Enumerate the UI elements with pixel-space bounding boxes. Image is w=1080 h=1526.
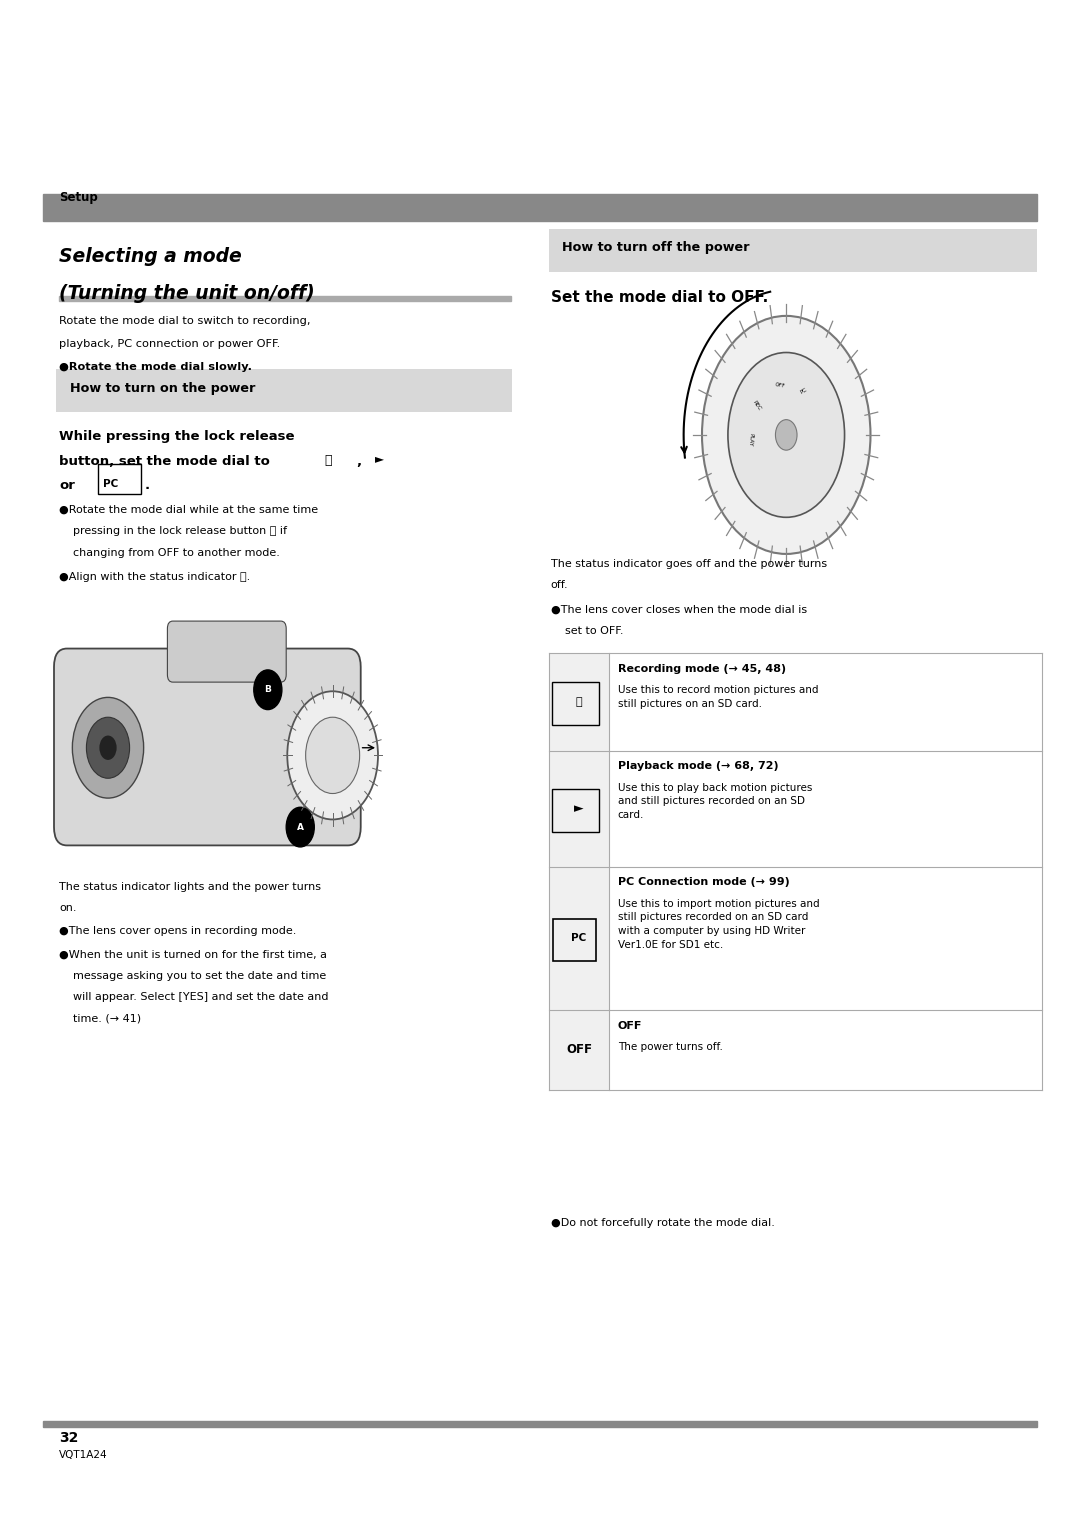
Text: Recording mode (→ 45, 48): Recording mode (→ 45, 48): [618, 664, 786, 674]
Text: (Turning the unit on/off): (Turning the unit on/off): [59, 284, 315, 302]
Text: How to turn off the power: How to turn off the power: [562, 241, 750, 255]
Text: Set the mode dial to OFF.: Set the mode dial to OFF.: [551, 290, 768, 305]
Text: or: or: [59, 479, 76, 493]
Text: Use this to import motion pictures and
still pictures recorded on an SD card
wit: Use this to import motion pictures and s…: [618, 899, 820, 949]
Text: How to turn on the power: How to turn on the power: [70, 382, 256, 395]
Circle shape: [728, 353, 845, 517]
Text: OFF: OFF: [618, 1021, 643, 1032]
Text: 32: 32: [59, 1431, 79, 1445]
Text: Selecting a mode: Selecting a mode: [59, 247, 242, 266]
Text: ●Align with the status indicator Ⓑ.: ●Align with the status indicator Ⓑ.: [59, 572, 251, 583]
Text: will appear. Select [YES] and set the date and: will appear. Select [YES] and set the da…: [73, 992, 329, 1003]
Text: ●The lens cover closes when the mode dial is: ●The lens cover closes when the mode dia…: [551, 604, 807, 615]
Text: OFF: OFF: [774, 382, 785, 389]
Text: While pressing the lock release: While pressing the lock release: [59, 430, 295, 444]
Text: The status indicator goes off and the power turns: The status indicator goes off and the po…: [551, 559, 827, 569]
Text: playback, PC connection or power OFF.: playback, PC connection or power OFF.: [59, 339, 281, 349]
Text: OFF: OFF: [566, 1044, 592, 1056]
Circle shape: [254, 670, 282, 710]
Text: PC Connection mode (→ 99): PC Connection mode (→ 99): [618, 877, 789, 888]
Circle shape: [702, 316, 870, 554]
FancyBboxPatch shape: [549, 229, 1037, 272]
Text: .: .: [145, 479, 150, 493]
Text: PC: PC: [800, 388, 808, 395]
Text: ●Rotate the mode dial while at the same time: ●Rotate the mode dial while at the same …: [59, 505, 319, 516]
Circle shape: [286, 807, 314, 847]
Bar: [43, 194, 1037, 221]
Text: time. (→ 41): time. (→ 41): [73, 1013, 141, 1024]
Text: VQT1A24: VQT1A24: [59, 1450, 108, 1460]
Bar: [43, 1421, 1037, 1427]
Text: ,: ,: [356, 455, 362, 468]
Circle shape: [86, 717, 130, 778]
Text: off.: off.: [551, 580, 568, 591]
Text: 🎥: 🎥: [576, 697, 582, 707]
FancyBboxPatch shape: [54, 649, 361, 845]
FancyBboxPatch shape: [167, 621, 286, 682]
Text: PC: PC: [103, 479, 118, 490]
Circle shape: [775, 420, 797, 450]
Text: Playback mode (→ 68, 72): Playback mode (→ 68, 72): [618, 761, 779, 772]
Text: PLAY: PLAY: [747, 432, 754, 446]
Text: Setup: Setup: [59, 191, 98, 204]
Text: ►: ►: [375, 452, 383, 465]
Text: button, set the mode dial to: button, set the mode dial to: [59, 455, 270, 468]
Text: Use this to play back motion pictures
and still pictures recorded on an SD
card.: Use this to play back motion pictures an…: [618, 783, 812, 819]
Text: on.: on.: [59, 903, 77, 914]
Text: ●Do not forcefully rotate the mode dial.: ●Do not forcefully rotate the mode dial.: [551, 1218, 774, 1228]
Text: REC: REC: [752, 400, 762, 412]
Text: B: B: [265, 685, 271, 694]
Text: The power turns off.: The power turns off.: [618, 1042, 723, 1053]
Text: ►: ►: [575, 803, 583, 815]
Bar: [549, 1010, 609, 1090]
Circle shape: [306, 717, 360, 794]
Text: changing from OFF to another mode.: changing from OFF to another mode.: [73, 548, 281, 559]
Bar: [549, 653, 609, 751]
Text: ●Rotate the mode dial slowly.: ●Rotate the mode dial slowly.: [59, 362, 253, 372]
Bar: [549, 751, 609, 867]
Text: ●When the unit is turned on for the first time, a: ●When the unit is turned on for the firs…: [59, 949, 327, 960]
Text: Rotate the mode dial to switch to recording,: Rotate the mode dial to switch to record…: [59, 316, 311, 327]
Bar: [549, 867, 609, 1010]
Text: The status indicator lights and the power turns: The status indicator lights and the powe…: [59, 882, 322, 893]
Text: set to OFF.: set to OFF.: [565, 626, 623, 636]
Text: A: A: [297, 823, 303, 832]
Text: ●The lens cover opens in recording mode.: ●The lens cover opens in recording mode.: [59, 926, 297, 937]
Text: 🎥: 🎥: [324, 455, 332, 467]
Text: message asking you to set the date and time: message asking you to set the date and t…: [73, 971, 326, 981]
Bar: [59, 296, 511, 301]
Text: pressing in the lock release button Ⓐ if: pressing in the lock release button Ⓐ if: [73, 526, 287, 537]
Text: Use this to record motion pictures and
still pictures on an SD card.: Use this to record motion pictures and s…: [618, 685, 819, 708]
FancyArrowPatch shape: [363, 745, 374, 751]
Text: PC: PC: [571, 934, 586, 943]
FancyBboxPatch shape: [56, 369, 512, 412]
Circle shape: [287, 691, 378, 819]
Circle shape: [99, 736, 117, 760]
Circle shape: [72, 697, 144, 798]
